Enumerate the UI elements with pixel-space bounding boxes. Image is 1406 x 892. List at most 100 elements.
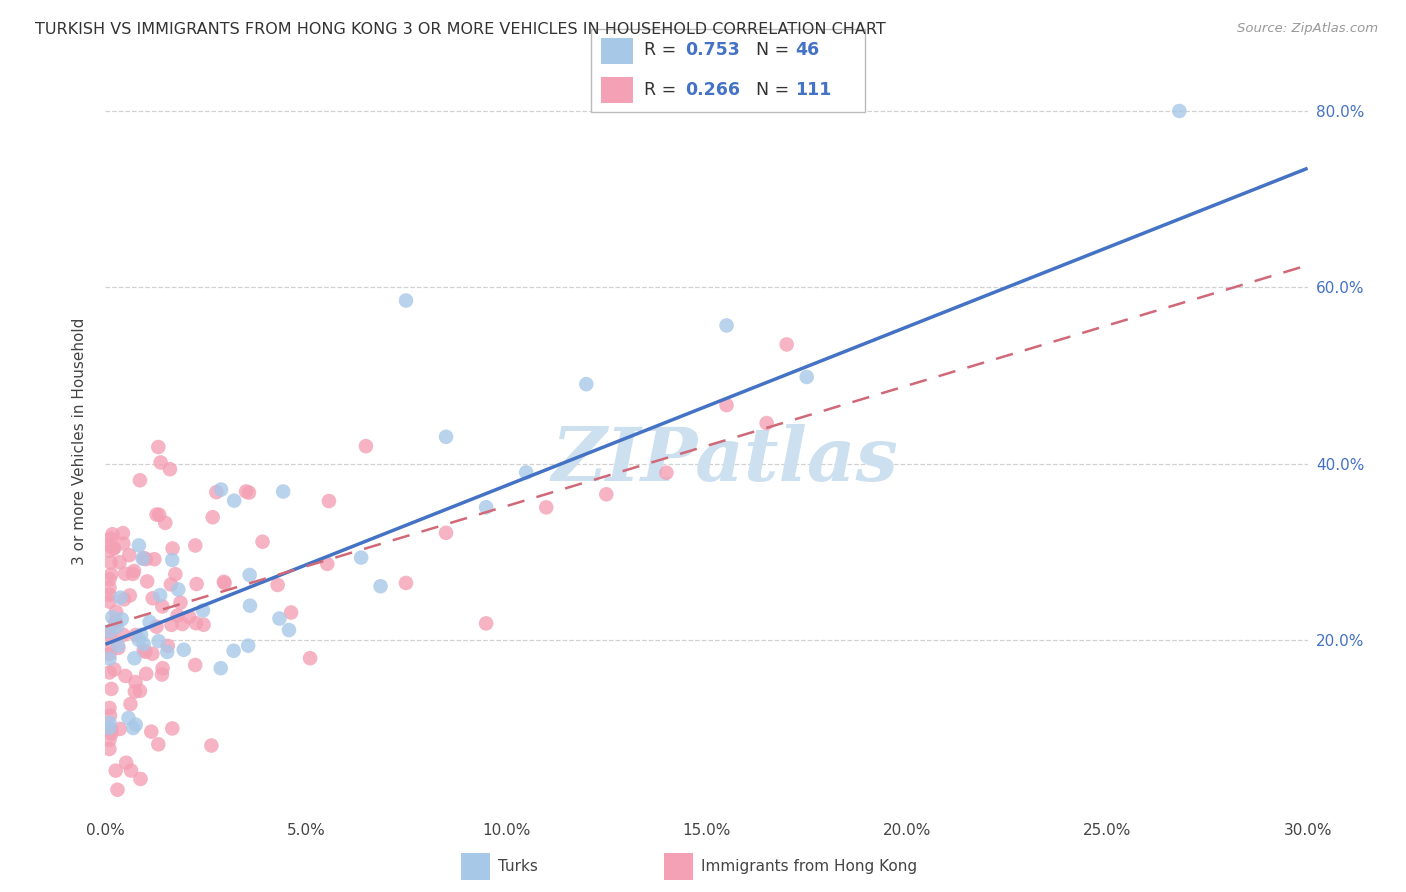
Point [209,661,232,675]
Point [104,615,127,630]
Point [98,588,121,602]
Point [145,620,167,634]
Point [129,628,152,642]
Text: N =: N = [756,81,796,99]
Point [280,606,302,620]
Point [100,556,122,570]
Point [755,416,778,430]
Point [125,717,148,731]
Point [172,617,194,632]
Point [166,608,188,623]
Point [239,599,262,613]
Point [222,644,245,658]
Point [160,577,183,591]
Point [434,525,457,540]
Point [138,615,160,629]
Text: Source: ZipAtlas.com: Source: ZipAtlas.com [1237,22,1378,36]
Point [575,377,598,392]
Text: 46: 46 [794,41,818,60]
Point [132,551,155,566]
Point [173,642,195,657]
Point [160,617,183,632]
Text: 0.753: 0.753 [685,41,740,60]
Point [120,697,142,711]
Point [269,611,291,625]
Point [395,293,418,308]
Point [148,508,170,522]
Point [145,508,167,522]
Point [98,701,121,715]
Point [107,782,129,797]
Point [595,487,617,501]
Point [350,550,373,565]
FancyBboxPatch shape [664,854,693,880]
Point [118,589,141,603]
Point [214,576,236,591]
Point [354,439,377,453]
Point [150,667,173,681]
Text: R =: R = [644,81,682,99]
Point [370,579,392,593]
Point [224,493,246,508]
Point [103,541,125,556]
Point [475,616,498,631]
Point [104,615,127,629]
Point [98,732,121,747]
Point [149,588,172,602]
Point [142,591,165,606]
FancyBboxPatch shape [602,77,633,103]
Point [98,640,121,655]
Point [98,581,121,595]
Point [124,675,146,690]
Point [105,605,128,619]
Point [100,723,122,737]
Point [132,643,155,657]
Point [115,756,138,770]
Point [132,637,155,651]
FancyBboxPatch shape [461,854,491,880]
Point [98,721,121,735]
Point [191,603,214,617]
Point [118,548,141,562]
Point [184,658,207,673]
Point [114,566,136,581]
Point [156,639,179,653]
Point [117,711,139,725]
Point [112,628,135,642]
Point [1168,103,1191,118]
Point [98,647,121,661]
Point [169,596,191,610]
Point [98,594,121,608]
Point [776,337,799,351]
Point [128,538,150,552]
Point [156,645,179,659]
Point [98,572,121,586]
Point [120,764,142,778]
Point [98,624,121,639]
Point [105,620,128,634]
Text: R =: R = [644,41,682,60]
Point [124,651,146,665]
Point [112,592,135,607]
Point [148,440,170,454]
Point [136,574,159,589]
Point [148,634,170,648]
Point [98,742,121,756]
Point [111,612,134,626]
Point [212,574,235,589]
Point [716,398,738,412]
Point [184,539,207,553]
Point [278,623,301,637]
Point [235,484,257,499]
Point [160,553,183,567]
Point [124,628,146,642]
Point [205,485,228,500]
Point [128,632,150,647]
Point [475,500,498,515]
Point [100,532,122,546]
Point [159,462,181,476]
Point [112,536,135,550]
Point [129,772,152,786]
Point [122,721,145,735]
Point [515,466,537,480]
